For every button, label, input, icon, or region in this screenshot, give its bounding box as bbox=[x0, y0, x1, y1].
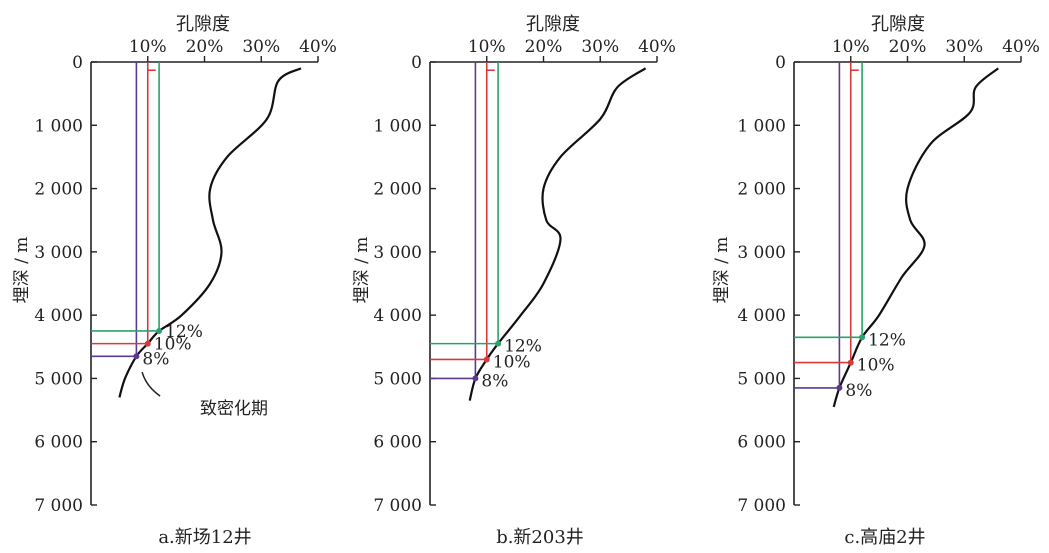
x-tick-label: 20% bbox=[186, 37, 224, 57]
y-tick-label: 5 000 bbox=[34, 369, 83, 389]
y-axis-title: 埋深 / m bbox=[352, 237, 372, 304]
y-tick-label: 6 000 bbox=[737, 433, 786, 453]
threshold-12-label: 12% bbox=[504, 337, 542, 357]
y-tick-label: 2 000 bbox=[373, 180, 422, 200]
x-tick-label: 10% bbox=[468, 37, 506, 57]
x-tick-label: 40% bbox=[638, 37, 676, 57]
panel-xinchang-12: 孔隙度 埋深 / m a.新场12井 致密化期 10% 20% 30% 40% 0 1 0… bbox=[12, 14, 337, 548]
porosity-curve bbox=[118, 67, 302, 398]
y-tick-label: 1 000 bbox=[34, 116, 83, 136]
threshold-8-label: 8% bbox=[481, 371, 508, 391]
threshold-12-label: 12% bbox=[868, 330, 906, 350]
x-axis-title: 孔隙度 bbox=[526, 14, 580, 35]
x-tick-label: 30% bbox=[945, 37, 983, 57]
threshold-10-point bbox=[847, 359, 854, 366]
threshold-12-point bbox=[859, 334, 866, 341]
threshold-8-point bbox=[472, 375, 479, 382]
threshold-10-point bbox=[483, 356, 490, 363]
y-axis-title: 埋深 / m bbox=[12, 237, 32, 304]
threshold-10-label: 10% bbox=[857, 356, 895, 376]
y-tick-label: 4 000 bbox=[373, 306, 422, 326]
x-tick-label: 10% bbox=[832, 37, 870, 57]
threshold-12-label: 12% bbox=[165, 322, 203, 342]
threshold-8-label: 8% bbox=[142, 349, 169, 369]
threshold-10-label: 10% bbox=[154, 335, 192, 355]
threshold-12-point bbox=[156, 327, 163, 334]
y-tick-label: 3 000 bbox=[34, 243, 83, 263]
y-tick-label: 7 000 bbox=[34, 496, 83, 516]
y-tick-label: 6 000 bbox=[373, 433, 422, 453]
x-tick-label: 10% bbox=[129, 37, 167, 57]
y-tick-label: 7 000 bbox=[737, 496, 786, 516]
threshold-12-point bbox=[495, 340, 502, 347]
y-tick-label: 4 000 bbox=[737, 306, 786, 326]
x-tick-label: 20% bbox=[525, 37, 563, 57]
threshold-10-point bbox=[144, 340, 151, 347]
y-tick-label: 5 000 bbox=[373, 369, 422, 389]
panel-gaomiao-2: 孔隙度 埋深 / m c.高庙2井 10% 20% 30% 40% 0 1 000 2 00… bbox=[712, 14, 1040, 548]
y-tick-label: 0 bbox=[72, 53, 83, 73]
threshold-10-label: 10% bbox=[493, 352, 531, 372]
threshold-8-point bbox=[836, 384, 843, 391]
x-tick-label: 30% bbox=[581, 37, 619, 57]
annotation-leader bbox=[141, 371, 161, 397]
porosity-curve bbox=[468, 67, 647, 401]
x-tick-label: 30% bbox=[242, 37, 280, 57]
x-tick-label: 40% bbox=[299, 37, 337, 57]
y-tick-label: 7 000 bbox=[373, 496, 422, 516]
x-axis-title: 孔隙度 bbox=[871, 14, 925, 35]
y-tick-label: 2 000 bbox=[737, 180, 786, 200]
y-tick-label: 3 000 bbox=[737, 243, 786, 263]
y-tick-label: 1 000 bbox=[373, 116, 422, 136]
panel-caption: a.新场12井 bbox=[158, 527, 251, 548]
x-axis-title: 孔隙度 bbox=[176, 14, 230, 35]
panel-xin-203: 孔隙度 埋深 / m b.新203井 10% 20% 30% 40% 0 1 000 2 0… bbox=[352, 14, 676, 548]
y-tick-label: 0 bbox=[411, 53, 422, 73]
panel-caption: b.新203井 bbox=[496, 527, 584, 548]
x-tick-label: 40% bbox=[1002, 37, 1040, 57]
y-tick-label: 3 000 bbox=[373, 243, 422, 263]
y-tick-label: 4 000 bbox=[34, 306, 83, 326]
x-tick-label: 20% bbox=[889, 37, 927, 57]
y-tick-label: 5 000 bbox=[737, 369, 786, 389]
y-axis-title: 埋深 / m bbox=[712, 237, 732, 304]
y-tick-label: 1 000 bbox=[737, 116, 786, 136]
threshold-8-label: 8% bbox=[845, 381, 872, 401]
y-tick-label: 6 000 bbox=[34, 433, 83, 453]
y-tick-label: 2 000 bbox=[34, 180, 83, 200]
threshold-8-point bbox=[133, 353, 140, 360]
panel-caption: c.高庙2井 bbox=[844, 527, 925, 548]
tightening-period-label: 致密化期 bbox=[200, 399, 268, 419]
y-tick-label: 0 bbox=[775, 53, 786, 73]
